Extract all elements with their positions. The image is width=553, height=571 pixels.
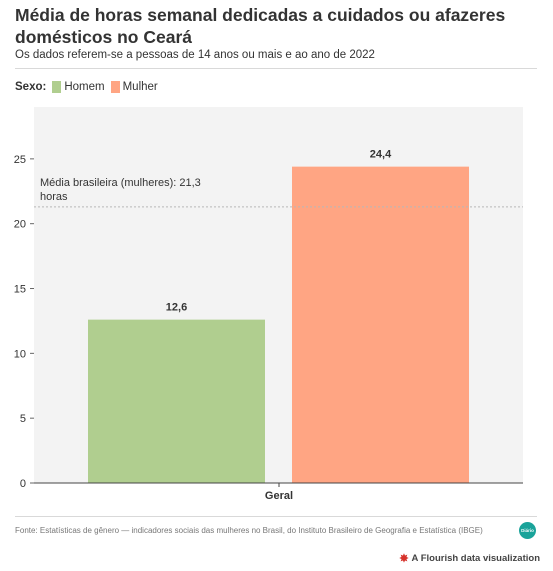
- brand-logo[interactable]: Diário: [519, 522, 536, 539]
- y-tick-label: 15: [14, 284, 26, 296]
- legend-item-homem[interactable]: Homem: [52, 81, 105, 93]
- bar-mulher[interactable]: [292, 166, 469, 484]
- y-axis: 0 5 10 15 20 25: [14, 154, 34, 490]
- y-tick-label: 20: [14, 219, 26, 231]
- legend-swatch-mulher: [110, 81, 120, 93]
- y-tick-label: 25: [14, 154, 26, 166]
- bar-value-label-mulher: 24,4: [370, 149, 392, 161]
- legend-item-mulher[interactable]: Mulher: [110, 81, 158, 93]
- bar-chart: 0 5 10 15 20 25 12,6 24,4 Média brasileira (mu…: [14, 107, 523, 502]
- chart-subtitle: Os dados referem-se a pessoas de 14 anos…: [15, 49, 375, 61]
- legend-label-homem: Homem: [64, 81, 105, 93]
- chart-title: Média de horas semanal dedicadas a cuida…: [15, 5, 506, 47]
- y-tick-label: 10: [14, 348, 26, 360]
- flourish-credit-text: A Flourish data visualization: [411, 553, 540, 564]
- legend-title: Sexo:: [15, 81, 47, 93]
- reference-line-label: Média brasileira (mulheres): 21,3: [40, 177, 201, 189]
- legend: Sexo: Homem Mulher: [15, 81, 164, 93]
- header-divider: [15, 68, 537, 69]
- bar-value-label-homem: 12,6: [166, 302, 187, 314]
- x-tick-label: Geral: [265, 490, 293, 502]
- flourish-star-icon: ✸: [399, 553, 409, 565]
- y-tick-label: 0: [20, 478, 26, 490]
- reference-line-label-2: horas: [40, 191, 68, 203]
- bar-labels: 12,6 24,4: [166, 149, 392, 314]
- legend-swatch-homem: [52, 81, 62, 93]
- y-tick-label: 5: [20, 413, 26, 425]
- footer-divider: [15, 516, 537, 517]
- bar-homem[interactable]: [88, 319, 265, 483]
- legend-label-mulher: Mulher: [122, 81, 158, 93]
- source-note: Fonte: Estatísticas de gênero — indicado…: [15, 526, 483, 535]
- flourish-credit[interactable]: ✸ A Flourish data visualization: [399, 552, 540, 565]
- bars: [88, 166, 469, 484]
